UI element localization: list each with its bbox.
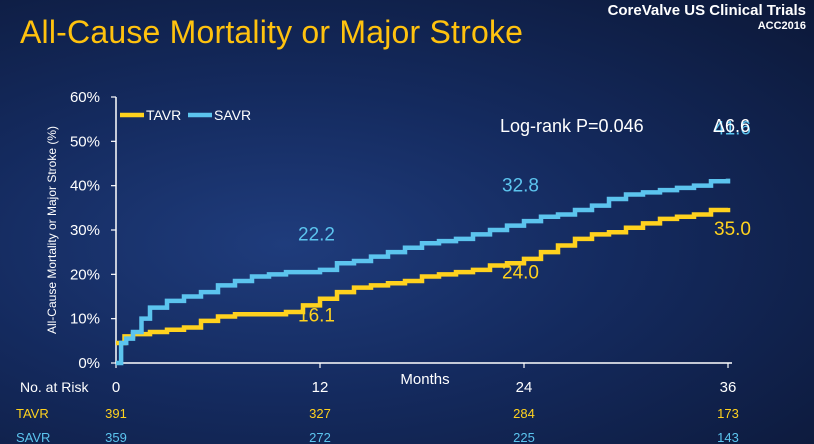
risk-value-savr: 143 [717, 430, 739, 444]
p-value-annotation: Log-rank P=0.046 [500, 116, 644, 136]
data-label-tavr: 24.0 [502, 263, 539, 284]
risk-row-label-savr: SAVR [16, 430, 50, 444]
legend-label-tavr: TAVR [146, 107, 181, 123]
y-tick-label: 0% [78, 355, 100, 372]
data-label-savr: 22.2 [298, 225, 335, 246]
risk-value-savr: 225 [513, 430, 535, 444]
brand-block: CoreValve US Clinical Trials ACC2016 [608, 2, 806, 32]
data-label-tavr: 16.1 [298, 306, 335, 327]
data-label-tavr: 35.0 [714, 219, 751, 240]
x-tick-label: 24 [516, 379, 533, 396]
y-tick-label: 20% [70, 266, 100, 283]
risk-value-savr: 272 [309, 430, 331, 444]
series-line-tavr [116, 207, 731, 346]
y-tick-label: 10% [70, 311, 100, 328]
page-title: All-Cause Mortality or Major Stroke [20, 14, 524, 50]
y-tick-label: 40% [70, 178, 100, 195]
delta-annotation: Δ6.6 [713, 116, 750, 136]
conference-label: ACC2016 [757, 20, 806, 32]
chart-labels: 22.2 16.1 32.8 24.0 41.6 35.0 Log-rank P=0.046… [298, 116, 751, 327]
data-label-savr: 32.8 [502, 176, 539, 197]
y-tick-label: 50% [70, 133, 100, 150]
x-tick-label: 36 [720, 379, 737, 396]
brand-name: CoreValve US Clinical Trials [607, 2, 806, 19]
risk-row-label-tavr: TAVR [16, 406, 49, 421]
x-axis-title: Months [400, 371, 449, 388]
x-tick-label: 12 [312, 379, 329, 396]
chart-series [116, 178, 731, 366]
y-tick-label: 60% [70, 89, 100, 106]
series-line-savr [116, 178, 731, 366]
risk-table-header: No. at Risk [20, 379, 89, 395]
y-tick-label: 30% [70, 222, 100, 239]
data-label-savr: 41.6 [714, 119, 751, 140]
legend-label-savr: SAVR [214, 107, 251, 123]
chart-axes: 0% 10% 20% 30% 40% 50% 60% 0 12 24 36 Months All-Cau… [45, 89, 736, 396]
risk-value-savr: 359 [105, 430, 127, 444]
risk-value-tavr: 284 [513, 406, 535, 421]
risk-value-tavr: 327 [309, 406, 331, 421]
risk-value-tavr: 391 [105, 406, 127, 421]
y-axis-title: All-Cause Mortality or Major Stroke (%) [45, 126, 59, 334]
x-tick-label: 0 [112, 379, 120, 396]
chart-legend: TAVR SAVR [120, 107, 251, 123]
risk-value-tavr: 173 [717, 406, 739, 421]
risk-table: No. at Risk TAVR 391 327 284 173 SAVR 359 272 225… [16, 379, 739, 444]
